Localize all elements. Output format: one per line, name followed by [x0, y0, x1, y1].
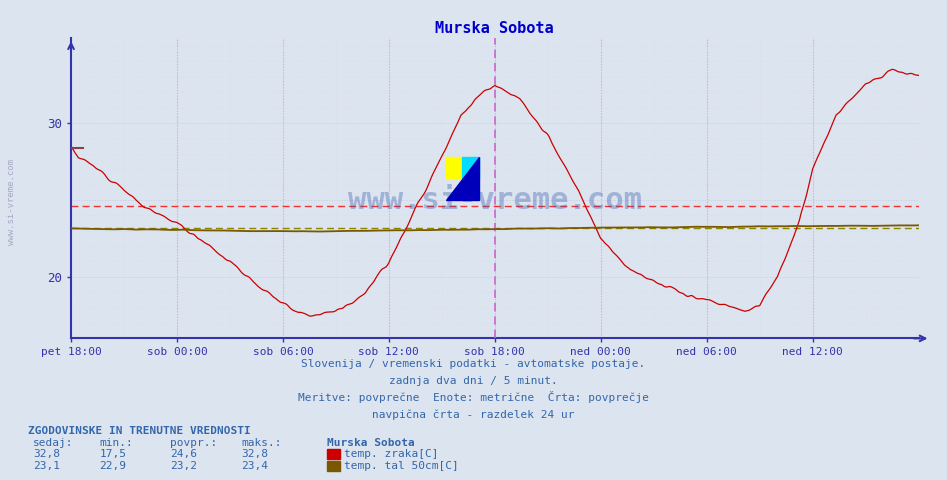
Text: Slovenija / vremenski podatki - avtomatske postaje.: Slovenija / vremenski podatki - avtomats…: [301, 359, 646, 369]
Text: povpr.:: povpr.:: [170, 438, 218, 448]
Text: www.si-vreme.com: www.si-vreme.com: [7, 158, 16, 245]
Text: 17,5: 17,5: [99, 449, 127, 459]
Text: maks.:: maks.:: [241, 438, 282, 448]
Text: temp. tal 50cm[C]: temp. tal 50cm[C]: [344, 461, 458, 471]
Text: zadnja dva dni / 5 minut.: zadnja dva dni / 5 minut.: [389, 376, 558, 386]
Text: navpična črta - razdelek 24 ur: navpična črta - razdelek 24 ur: [372, 409, 575, 420]
Text: Murska Sobota: Murska Sobota: [327, 438, 415, 448]
Title: Murska Sobota: Murska Sobota: [436, 21, 554, 36]
Text: 22,9: 22,9: [99, 461, 127, 471]
Text: 32,8: 32,8: [33, 449, 61, 459]
Text: 23,1: 23,1: [33, 461, 61, 471]
Bar: [446, 157, 462, 179]
Text: min.:: min.:: [99, 438, 134, 448]
Text: ZGODOVINSKE IN TRENUTNE VREDNOSTI: ZGODOVINSKE IN TRENUTNE VREDNOSTI: [28, 426, 251, 436]
Bar: [462, 157, 478, 179]
Text: 23,4: 23,4: [241, 461, 269, 471]
Text: sedaj:: sedaj:: [33, 438, 74, 448]
Text: 32,8: 32,8: [241, 449, 269, 459]
Text: temp. zraka[C]: temp. zraka[C]: [344, 449, 438, 459]
Text: 24,6: 24,6: [170, 449, 198, 459]
Text: 23,2: 23,2: [170, 461, 198, 471]
Text: Meritve: povprečne  Enote: metrične  Črta: povprečje: Meritve: povprečne Enote: metrične Črta:…: [298, 391, 649, 403]
Polygon shape: [446, 157, 478, 200]
Text: www.si-vreme.com: www.si-vreme.com: [348, 186, 642, 215]
